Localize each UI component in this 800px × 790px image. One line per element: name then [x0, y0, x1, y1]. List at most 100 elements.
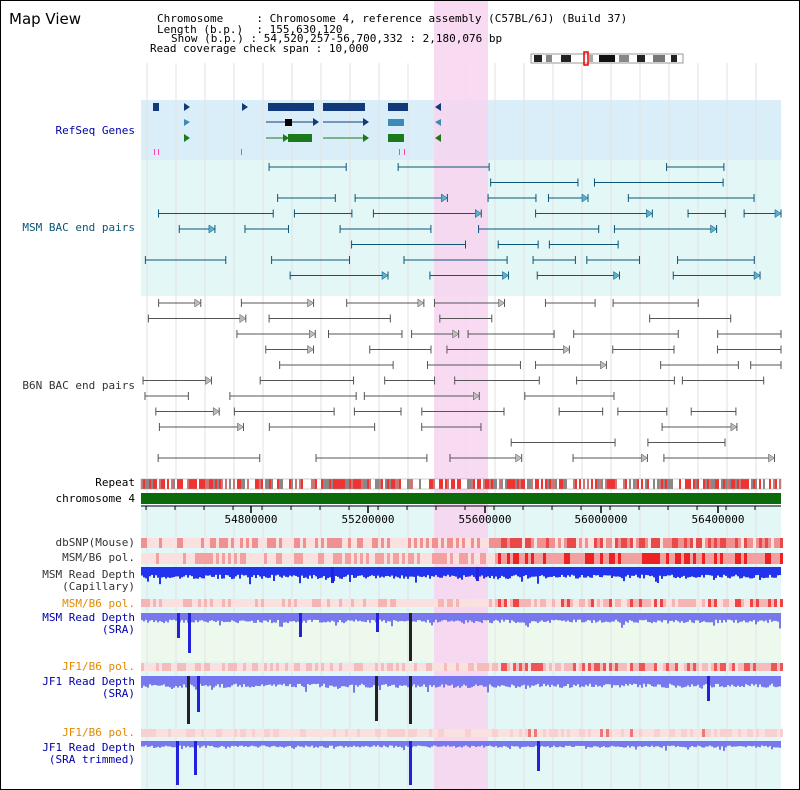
polymorphism-cell	[726, 663, 729, 671]
read-depth-bar	[489, 741, 491, 746]
read-depth-bar	[509, 676, 511, 688]
polymorphism-cell	[177, 538, 180, 548]
polymorphism-cell	[261, 599, 264, 607]
repeat-block	[177, 479, 179, 489]
polymorphism-cell	[492, 663, 495, 671]
polymorphism-cell	[390, 663, 393, 671]
polymorphism-cell	[447, 553, 450, 564]
read-depth-bar	[683, 741, 685, 748]
bac-end-arrow	[441, 193, 448, 203]
repeat-block	[771, 479, 773, 489]
read-depth-bar	[639, 613, 641, 620]
read-depth-bar	[375, 567, 377, 579]
read-depth-bar	[455, 741, 457, 748]
track-label-refseq[interactable]: RefSeq Genes	[55, 124, 135, 137]
read-depth-bar	[289, 567, 291, 576]
read-depth-bar	[473, 567, 475, 577]
repeat-block	[427, 479, 429, 489]
polymorphism-cell	[279, 538, 282, 548]
repeat-block	[721, 479, 723, 489]
read-depth-bar	[445, 741, 447, 747]
read-depth-bar	[759, 676, 761, 685]
track-label-msm-b6-pol[interactable]: MSM/B6 pol.	[62, 551, 135, 564]
read-depth-bar	[445, 676, 447, 685]
polymorphism-cell	[708, 538, 711, 548]
track-label-jf1-depth-sra[interactable]: JF1 Read Depth (SRA)	[1, 676, 135, 700]
polymorphism-cell	[612, 599, 615, 607]
polymorphism-cell	[390, 553, 393, 564]
repeat-block	[705, 479, 707, 489]
repeat-block	[503, 479, 505, 489]
repeat-block	[321, 479, 323, 489]
polymorphism-cell	[180, 553, 183, 564]
read-depth-bar	[249, 676, 251, 688]
read-depth-bar	[627, 676, 629, 686]
track-label-msm-depth-sra[interactable]: MSM Read Depth (SRA)	[1, 612, 135, 636]
track-label-msm-depth-capillary[interactable]: MSM Read Depth (Capillary)	[1, 569, 135, 593]
polymorphism-cell	[147, 663, 150, 671]
length-value: 155,630,120	[269, 23, 343, 36]
repeat-block	[635, 479, 637, 489]
read-depth-bar	[443, 613, 445, 620]
track-label-msm-b6-pol-sra[interactable]: MSM/B6 pol.	[62, 597, 135, 610]
repeat-block	[655, 479, 657, 489]
read-depth-bar	[351, 567, 353, 576]
track-label-jf1-b6-pol[interactable]: JF1/B6 pol.	[62, 660, 135, 673]
read-depth-bar	[595, 613, 597, 623]
polymorphism-cell	[447, 729, 450, 737]
read-depth-bar	[529, 676, 531, 688]
polymorphism-cell	[609, 663, 612, 671]
bac-end-arrow	[307, 345, 314, 354]
read-depth-bar	[369, 741, 371, 748]
repeat-block	[187, 479, 189, 489]
polymorphism-cell	[591, 729, 594, 737]
polymorphism-cell	[204, 553, 207, 564]
polymorphism-cell	[438, 599, 441, 607]
read-depth-bar	[183, 567, 185, 577]
track-label-chromosome[interactable]: chromosome 4	[55, 492, 135, 505]
track-label-jf1-depth-trimmed[interactable]: JF1 Read Depth (SRA trimmed)	[1, 742, 135, 766]
polymorphism-cell	[390, 729, 393, 737]
repeat-block	[275, 479, 277, 489]
read-depth-bar	[615, 613, 617, 620]
polymorphism-cell	[246, 599, 249, 607]
read-depth-bar	[367, 741, 369, 747]
read-depth-bar	[163, 567, 165, 577]
repeat-block	[779, 479, 781, 489]
read-depth-bar	[747, 676, 749, 686]
polymorphism-cell	[150, 599, 153, 607]
read-depth-bar	[317, 613, 319, 620]
polymorphism-cell	[330, 729, 333, 737]
polymorphism-cell	[540, 553, 543, 564]
track-label-b6n-bac[interactable]: B6N BAC end pairs	[22, 379, 135, 392]
read-depth-bar	[309, 567, 311, 576]
track-label-dbsnp[interactable]: dbSNP(Mouse)	[55, 536, 135, 549]
polymorphism-cell	[714, 663, 717, 671]
polymorphism-cell	[348, 663, 351, 671]
polymorphism-cell	[201, 553, 204, 564]
polymorphism-cell	[345, 663, 348, 671]
read-depth-bar	[735, 676, 737, 687]
read-depth-bar	[161, 613, 163, 622]
read-depth-bar	[713, 567, 715, 580]
read-depth-bar	[545, 567, 547, 579]
repeat-block	[555, 479, 557, 489]
read-depth-bar	[195, 567, 197, 579]
track-label-msm-bac[interactable]: MSM BAC end pairs	[22, 221, 135, 234]
read-depth-bar	[229, 741, 231, 748]
polymorphism-cell	[249, 663, 252, 671]
read-depth-spike	[537, 741, 540, 771]
read-depth-bar	[591, 613, 593, 623]
track-label-jf1-b6-pol-trimmed[interactable]: JF1/B6 pol.	[62, 726, 135, 739]
track-label-repeat[interactable]: Repeat	[95, 476, 135, 489]
read-depth-bar	[217, 676, 219, 685]
read-depth-bar	[275, 676, 277, 687]
repeat-block	[441, 479, 443, 489]
polymorphism-cell	[429, 553, 432, 564]
read-depth-bar	[557, 613, 559, 621]
read-depth-bar	[665, 676, 667, 688]
read-depth-bar	[149, 741, 151, 747]
read-depth-bar	[697, 613, 699, 621]
read-depth-bar	[653, 613, 655, 622]
